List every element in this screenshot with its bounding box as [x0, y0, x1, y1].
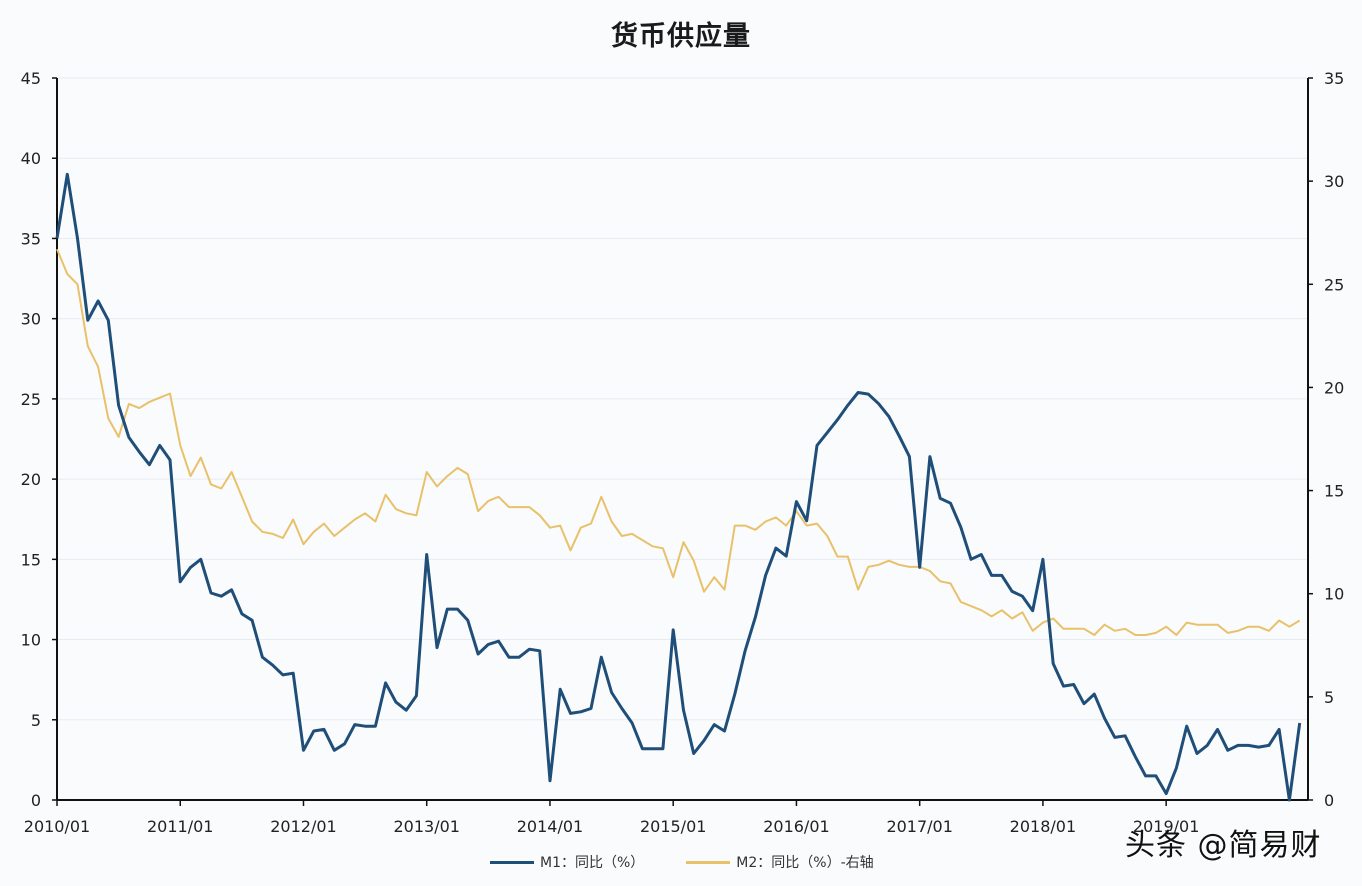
left-y-tick-label: 30 — [21, 310, 41, 329]
watermark: 头条 @简易财 — [1125, 828, 1322, 863]
x-tick-label: 2010/01 — [24, 817, 90, 836]
x-tick-label: 2012/01 — [270, 817, 336, 836]
x-tick-label: 2017/01 — [886, 817, 952, 836]
right-y-tick-label: 0 — [1324, 791, 1334, 810]
legend: M1：同比（%） M2：同比（%）-右轴 — [490, 852, 908, 872]
left-y-tick-label: 0 — [31, 791, 41, 810]
x-tick-label: 2014/01 — [517, 817, 583, 836]
x-tick-label: 2013/01 — [393, 817, 459, 836]
right-y-tick-label: 5 — [1324, 688, 1334, 707]
left-y-tick-label: 40 — [21, 149, 41, 168]
x-tick-label: 2011/01 — [147, 817, 213, 836]
legend-item-m2: M2：同比（%）-右轴 — [686, 852, 874, 872]
chart-title: 货币供应量 — [611, 21, 751, 52]
right-y-tick-label: 10 — [1324, 585, 1344, 604]
axes: 0 5 10 15 20 25 30 35 40 45 0 5 10 15 20 25 30 35 2010/01 2… — [21, 69, 1345, 836]
left-y-tick-label: 20 — [21, 470, 41, 489]
legend-item-m1: M1：同比（%） — [490, 852, 644, 872]
left-y-tick-label: 5 — [31, 711, 41, 730]
legend-swatch-m1 — [490, 860, 534, 864]
m1-line — [55, 172, 1302, 802]
left-y-tick-label: 15 — [21, 550, 41, 569]
legend-label-m1: M1：同比（%） — [540, 855, 645, 871]
left-y-tick-label: 35 — [21, 229, 41, 248]
x-tick-label: 2018/01 — [1010, 817, 1076, 836]
series-lines — [55, 172, 1302, 802]
x-tick-label: 2016/01 — [763, 817, 829, 836]
legend-swatch-m2 — [686, 860, 731, 864]
x-tick-label: 2015/01 — [640, 817, 706, 836]
legend-label-m2: M2：同比（%）-右轴 — [736, 855, 874, 871]
right-y-tick-label: 25 — [1324, 275, 1344, 294]
right-y-tick-label: 15 — [1324, 482, 1344, 501]
right-y-tick-label: 20 — [1324, 378, 1344, 397]
left-y-tick-label: 45 — [21, 69, 41, 88]
left-y-tick-label: 10 — [21, 631, 41, 650]
right-y-tick-label: 30 — [1324, 172, 1344, 191]
right-y-tick-label: 35 — [1324, 69, 1344, 88]
m2-line — [56, 248, 1301, 636]
left-y-tick-label: 25 — [21, 390, 41, 409]
grid-lines — [57, 77, 1308, 721]
x-tick-label: 2019/01 — [1133, 817, 1199, 836]
